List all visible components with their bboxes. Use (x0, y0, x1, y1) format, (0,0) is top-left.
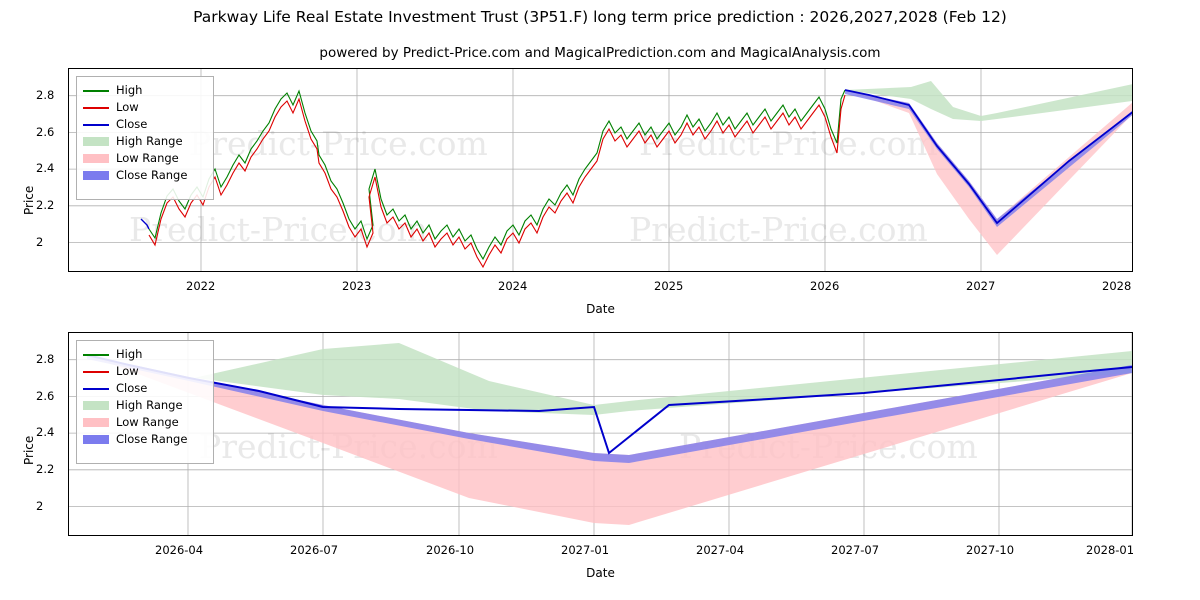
legend-item-low-range: Low Range (83, 414, 206, 431)
legend-item-high-range: High Range (83, 397, 206, 414)
top-xtick-2024: 2024 (498, 279, 528, 293)
bottom-xtick-2028-01: 2028-01 (1086, 543, 1135, 557)
top-plot-area: Predict-Price.com Predict-Price.com Pred… (68, 68, 1133, 272)
close-range-swatch (83, 434, 109, 445)
top-ytick-2-6: 2.6 (36, 125, 55, 139)
legend-item-low: Low (83, 363, 206, 380)
bottom-ytick-2-0: 2 (36, 499, 44, 513)
high-line-swatch (83, 85, 109, 96)
top-xtick-2025: 2025 (654, 279, 684, 293)
bottom-ytick-2-4: 2.4 (36, 425, 55, 439)
high-range-swatch (83, 400, 109, 411)
low-line-swatch (83, 102, 109, 113)
legend-item-high-range: High Range (83, 133, 206, 150)
top-x-axis-label: Date (586, 302, 615, 316)
bottom-y-axis-label: Price (22, 435, 36, 465)
svg-text:Predict-Price.com: Predict-Price.com (629, 210, 928, 249)
top-xtick-2026: 2026 (810, 279, 840, 293)
page-subtitle: powered by Predict-Price.com and Magical… (319, 45, 881, 61)
low-range-swatch (83, 417, 109, 428)
top-y-axis-label: Price (22, 185, 36, 215)
svg-text:Predict-Price.com: Predict-Price.com (639, 124, 938, 163)
bottom-xtick-2026-07: 2026-07 (290, 543, 339, 557)
legend-item-low: Low (83, 99, 206, 116)
svg-text:Predict-Price.com: Predict-Price.com (129, 210, 428, 249)
bottom-xtick-2026-04: 2026-04 (155, 543, 204, 557)
top-xtick-2022: 2022 (186, 279, 216, 293)
page-title: Parkway Life Real Estate Investment Trus… (193, 8, 1007, 26)
legend-item-high: High (83, 346, 206, 363)
top-xtick-2023: 2023 (342, 279, 372, 293)
close-range-swatch (83, 170, 109, 181)
high-range-swatch (83, 136, 109, 147)
low-range-swatch (83, 153, 109, 164)
legend-item-close: Close (83, 380, 206, 397)
legend-item-close: Close (83, 116, 206, 133)
legend-item-low-range: Low Range (83, 150, 206, 167)
bottom-ytick-2-2: 2.2 (36, 462, 55, 476)
close-line-swatch (83, 383, 109, 394)
top-ytick-2-4: 2.4 (36, 161, 55, 175)
svg-text:Predict-Price.com: Predict-Price.com (189, 124, 488, 163)
top-ytick-2-8: 2.8 (36, 88, 55, 102)
top-ytick-2-2: 2.2 (36, 198, 55, 212)
legend-item-close-range: Close Range (83, 431, 206, 448)
bottom-xtick-2027-01: 2027-01 (561, 543, 610, 557)
low-line-swatch (83, 366, 109, 377)
bottom-xtick-2027-10: 2027-10 (966, 543, 1015, 557)
bottom-ytick-2-8: 2.8 (36, 352, 55, 366)
top-ytick-2-0: 2 (36, 235, 44, 249)
top-xtick-2027: 2027 (966, 279, 996, 293)
bottom-xtick-2027-07: 2027-07 (831, 543, 880, 557)
legend-item-high: High (83, 82, 206, 99)
top-legend: High Low Close High Range Low Range Clos… (76, 76, 214, 200)
high-line-swatch (83, 349, 109, 360)
bottom-xtick-2027-04: 2027-04 (696, 543, 745, 557)
close-line-swatch (83, 119, 109, 130)
top-xtick-2028: 2028 (1102, 279, 1132, 293)
bottom-plot-area: Predict-Price.com Predict-Price.com (68, 332, 1133, 536)
bottom-x-axis-label: Date (586, 566, 615, 580)
bottom-ytick-2-6: 2.6 (36, 389, 55, 403)
bottom-legend: High Low Close High Range Low Range Clos… (76, 340, 214, 464)
legend-item-close-range: Close Range (83, 167, 206, 184)
bottom-xtick-2026-10: 2026-10 (426, 543, 475, 557)
